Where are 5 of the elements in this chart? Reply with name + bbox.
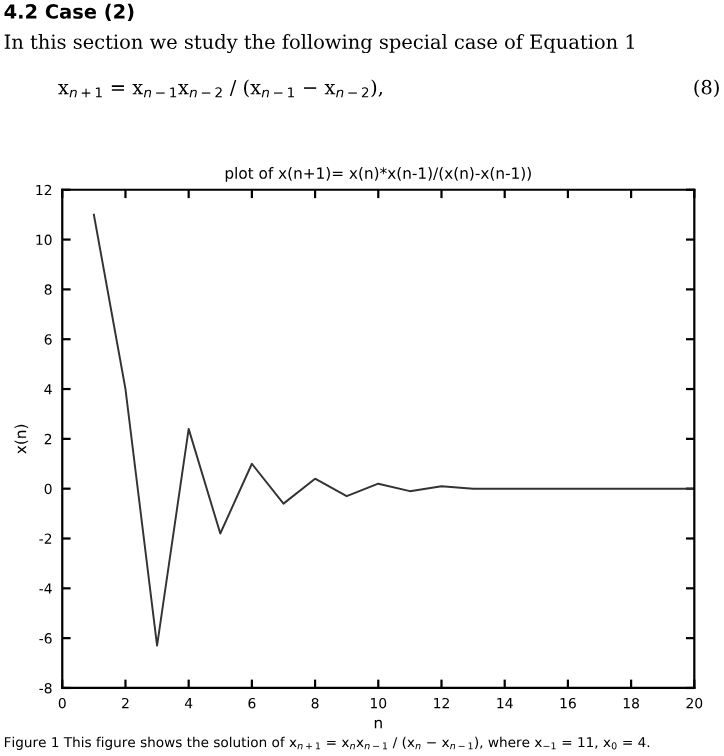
text: 4.2 Case (2) [4,3,134,22]
text: (8) [694,79,719,98]
text: x$_{n+1}$ = x$_{n−1}$x$_{n−2}$ / (x$_{n−1}$ − x$_{n−2}$), [58,79,383,98]
text: In this section we study the following special case of Equation 1 [4,34,634,54]
line-series [92,213,695,647]
